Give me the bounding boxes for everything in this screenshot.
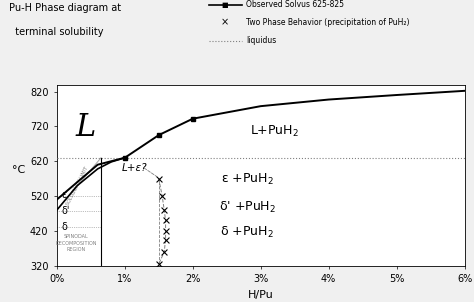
Text: SOLUBILITY LIMIT: SOLUBILITY LIMIT xyxy=(65,166,89,207)
Text: ε: ε xyxy=(62,190,67,200)
Point xyxy=(162,229,169,233)
Text: δ: δ xyxy=(62,222,67,232)
Text: SPINODAL
DECOMPOSITION
REGION: SPINODAL DECOMPOSITION REGION xyxy=(55,234,97,252)
Point xyxy=(162,218,169,223)
Point xyxy=(162,237,169,242)
Y-axis label: °C: °C xyxy=(12,165,26,175)
Text: δ' +PuH$_2$: δ' +PuH$_2$ xyxy=(219,200,276,215)
Text: L+ε?: L+ε? xyxy=(122,163,148,173)
Text: ■: ■ xyxy=(222,2,228,8)
Text: δ': δ' xyxy=(62,206,70,216)
Point xyxy=(155,176,163,181)
Text: L+PuH$_2$: L+PuH$_2$ xyxy=(250,124,299,139)
Text: Two Phase Behavior (precipitation of PuH₂): Two Phase Behavior (precipitation of PuH… xyxy=(246,18,410,27)
Text: Observed Solvus 625-825: Observed Solvus 625-825 xyxy=(246,0,345,9)
Text: L: L xyxy=(75,111,96,143)
Point xyxy=(160,249,168,254)
Text: liquidus: liquidus xyxy=(246,36,277,45)
Text: ×: × xyxy=(221,18,229,28)
Text: Pu-H Phase diagram at: Pu-H Phase diagram at xyxy=(9,3,122,13)
Text: ε +PuH$_2$: ε +PuH$_2$ xyxy=(221,172,273,187)
Point xyxy=(158,194,166,198)
Text: δ +PuH$_2$: δ +PuH$_2$ xyxy=(220,225,274,240)
Point xyxy=(155,262,163,266)
Point xyxy=(160,207,168,212)
Text: terminal solubility: terminal solubility xyxy=(9,27,104,37)
X-axis label: H/Pu: H/Pu xyxy=(248,290,273,300)
